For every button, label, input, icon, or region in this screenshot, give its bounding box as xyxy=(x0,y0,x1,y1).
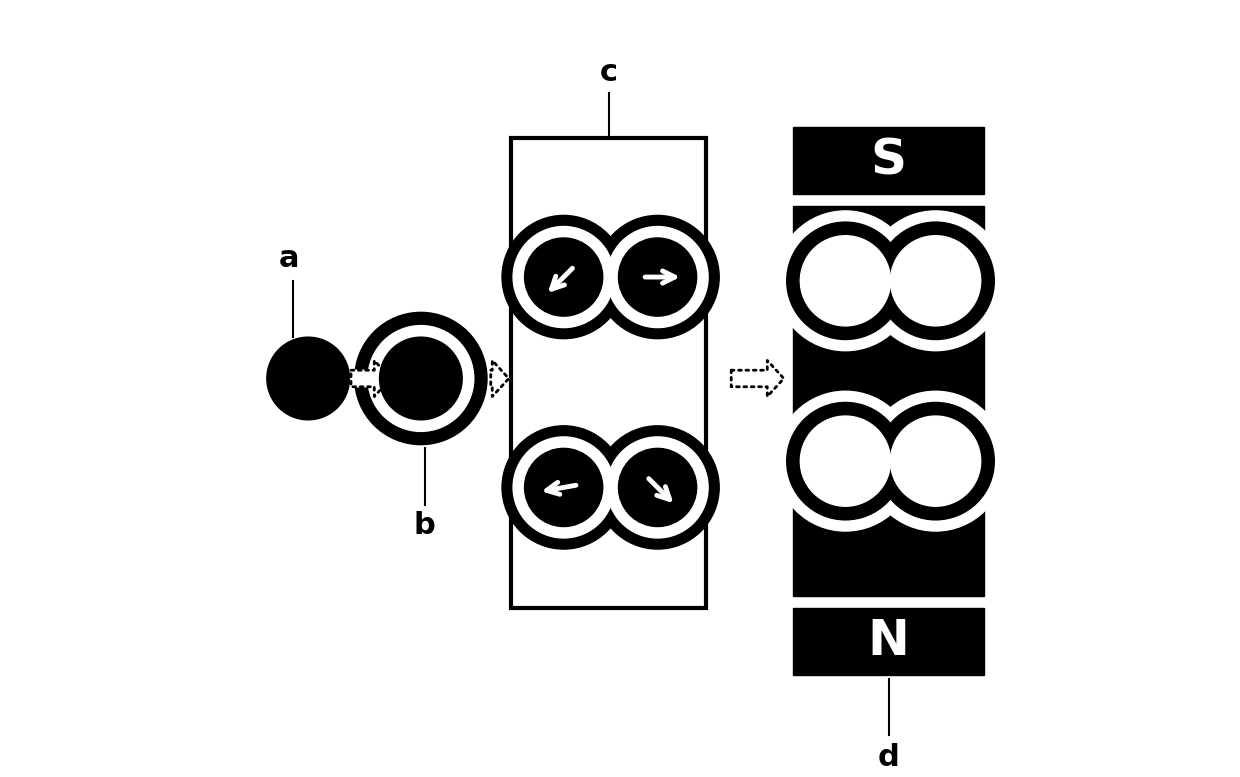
Circle shape xyxy=(596,426,719,549)
Circle shape xyxy=(800,235,890,326)
Circle shape xyxy=(379,337,463,420)
Polygon shape xyxy=(351,361,391,396)
Text: b: b xyxy=(414,510,435,540)
Circle shape xyxy=(513,437,614,538)
Bar xyxy=(511,138,707,608)
Circle shape xyxy=(513,227,614,328)
Circle shape xyxy=(775,392,915,531)
Circle shape xyxy=(502,215,625,339)
Bar xyxy=(792,127,985,194)
Circle shape xyxy=(608,437,708,538)
Circle shape xyxy=(525,238,603,316)
Bar xyxy=(792,608,985,675)
Text: a: a xyxy=(279,244,300,274)
Polygon shape xyxy=(491,361,508,396)
Circle shape xyxy=(786,402,904,520)
Circle shape xyxy=(800,416,890,507)
Text: c: c xyxy=(600,58,618,87)
Circle shape xyxy=(877,222,994,340)
Circle shape xyxy=(877,402,994,520)
Circle shape xyxy=(619,238,697,316)
Circle shape xyxy=(619,448,697,527)
Text: S: S xyxy=(870,137,906,185)
Circle shape xyxy=(355,312,487,444)
Circle shape xyxy=(866,392,1006,531)
Circle shape xyxy=(775,211,915,350)
Circle shape xyxy=(502,426,625,549)
Circle shape xyxy=(608,227,708,328)
Circle shape xyxy=(368,326,474,431)
Circle shape xyxy=(525,448,603,527)
Circle shape xyxy=(786,222,904,340)
Circle shape xyxy=(890,235,981,326)
Bar xyxy=(792,206,985,597)
Polygon shape xyxy=(732,361,784,396)
Circle shape xyxy=(866,211,1006,350)
Circle shape xyxy=(267,337,350,420)
Text: N: N xyxy=(868,618,910,665)
Circle shape xyxy=(596,215,719,339)
Text: d: d xyxy=(878,743,899,772)
Circle shape xyxy=(890,416,981,507)
